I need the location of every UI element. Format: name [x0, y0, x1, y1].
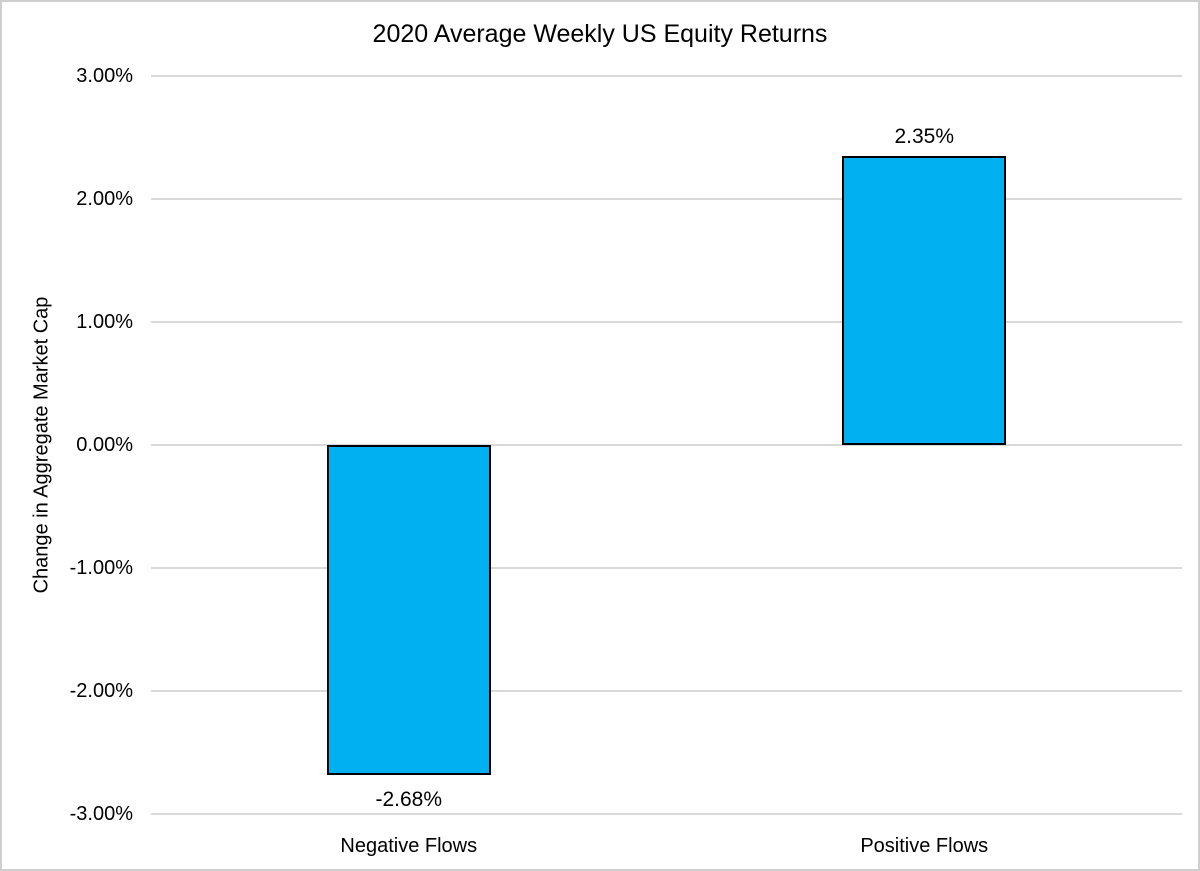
ytick-label--2.00%: -2.00%	[69, 680, 133, 702]
ytick-label-1.00%: 1.00%	[76, 311, 133, 333]
ytick-label-0.00%: 0.00%	[76, 434, 133, 456]
bar-negative-flows	[326, 445, 491, 775]
bar-positive-flows	[842, 155, 1007, 445]
gridline--2.00%	[151, 690, 1182, 692]
gridline--1.00%	[151, 567, 1182, 569]
ytick-label--1.00%: -1.00%	[69, 557, 133, 579]
chart-title: 2020 Average Weekly US Equity Returns	[372, 20, 828, 48]
gridline-0.00%	[151, 444, 1182, 446]
data-label-negative-flows: -2.68%	[375, 787, 443, 811]
category-label-positive-flows: Positive Flows	[860, 835, 989, 857]
ytick-label-2.00%: 2.00%	[76, 188, 133, 210]
ytick-label--3.00%: -3.00%	[69, 803, 133, 825]
gridline-3.00%	[151, 75, 1182, 77]
gridline--3.00%	[151, 813, 1182, 815]
ytick-label-3.00%: 3.00%	[76, 65, 133, 87]
gridline-2.00%	[151, 198, 1182, 200]
data-label-positive-flows: 2.35%	[894, 124, 955, 148]
gridline-1.00%	[151, 321, 1182, 323]
category-label-negative-flows: Negative Flows	[340, 835, 478, 857]
